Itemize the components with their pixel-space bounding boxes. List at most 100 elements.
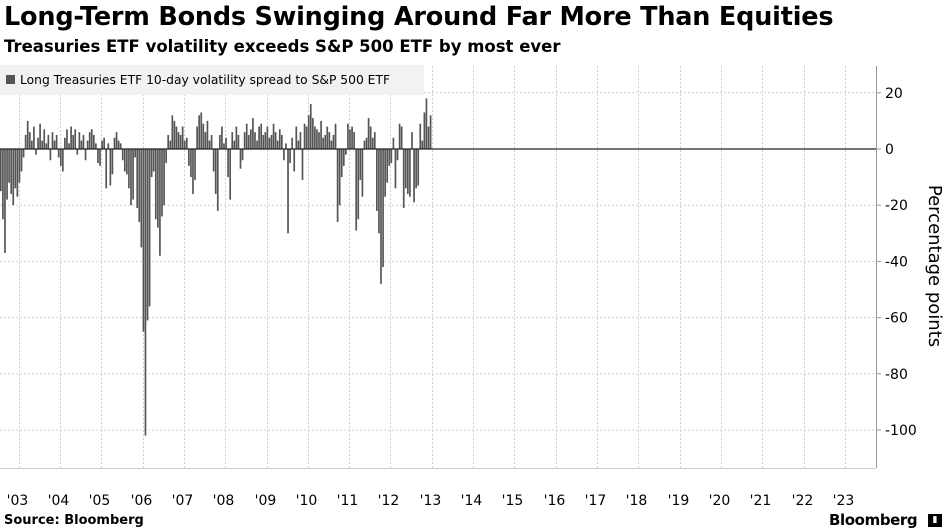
- x-tick-label: '04: [48, 493, 70, 509]
- bar: [311, 118, 314, 149]
- bar: [152, 149, 155, 172]
- bar: [159, 149, 161, 256]
- x-tick-label: '06: [131, 493, 153, 509]
- bar: [196, 126, 198, 149]
- bar: [287, 149, 289, 234]
- x-tick-label: '23: [833, 493, 855, 509]
- legend-background: [0, 65, 424, 95]
- bar: [64, 137, 66, 149]
- bar: [74, 129, 77, 149]
- bar: [214, 149, 217, 194]
- bar: [342, 149, 345, 166]
- bar: [338, 149, 341, 206]
- bar: [82, 134, 85, 149]
- bar: [18, 149, 21, 183]
- bar: [57, 149, 60, 158]
- bar: [415, 149, 417, 189]
- bar: [68, 143, 70, 149]
- bloomberg-terminal-icon: ▮: [928, 514, 942, 527]
- bar: [423, 112, 426, 149]
- bar: [208, 140, 211, 149]
- bar: [41, 140, 44, 149]
- bar: [340, 149, 343, 178]
- bar: [307, 115, 310, 149]
- bar: [314, 126, 316, 149]
- bar: [293, 149, 296, 172]
- bar: [109, 149, 112, 186]
- bar: [171, 115, 174, 149]
- bar: [169, 140, 172, 149]
- x-tick-label: '03: [7, 493, 29, 509]
- bar: [417, 149, 420, 186]
- bar: [363, 140, 366, 149]
- bar: [303, 123, 306, 149]
- bar: [239, 149, 242, 169]
- bar: [328, 132, 331, 149]
- bar: [121, 149, 124, 161]
- bar: [411, 132, 413, 149]
- x-tick-label: '10: [296, 493, 318, 509]
- bar: [140, 149, 143, 248]
- bar: [221, 126, 223, 149]
- bar: [219, 134, 221, 149]
- bar: [144, 149, 147, 436]
- bar: [113, 137, 116, 149]
- bar: [347, 123, 349, 149]
- bar: [336, 149, 339, 223]
- x-tick-label: '05: [89, 493, 111, 509]
- bar: [369, 126, 372, 149]
- bar: [421, 140, 424, 149]
- bar: [355, 149, 358, 231]
- bar: [373, 132, 376, 149]
- bar: [53, 140, 56, 149]
- bar: [28, 132, 31, 149]
- bar: [20, 149, 23, 172]
- bar: [243, 132, 246, 149]
- bar: [367, 118, 370, 149]
- bar: [409, 149, 411, 197]
- bar: [268, 137, 271, 149]
- bar: [39, 123, 41, 149]
- bar: [272, 123, 275, 149]
- bar: [49, 149, 52, 161]
- x-tick-label: '09: [255, 493, 277, 509]
- bar: [123, 149, 126, 172]
- bar: [33, 126, 35, 149]
- bar: [326, 126, 329, 149]
- bar: [386, 149, 389, 183]
- bar: [130, 149, 132, 206]
- bar: [210, 134, 213, 149]
- bar: [332, 134, 335, 149]
- bar: [334, 123, 337, 149]
- x-tick-label: '20: [709, 493, 731, 509]
- bar: [425, 98, 428, 149]
- bar: [283, 149, 285, 161]
- x-tick-label: '16: [544, 493, 566, 509]
- legend: Long Treasuries ETF 10-day volatility sp…: [0, 65, 424, 95]
- bar: [384, 149, 386, 197]
- bar: [225, 137, 227, 149]
- bar: [86, 140, 89, 149]
- x-tick-label: '22: [792, 493, 814, 509]
- bar: [396, 149, 399, 161]
- bar: [99, 149, 101, 166]
- bar: [299, 132, 302, 149]
- bar: [394, 149, 397, 189]
- bar: [175, 126, 178, 149]
- bar: [14, 149, 17, 189]
- bar: [252, 118, 254, 149]
- bar: [260, 123, 263, 149]
- bar: [88, 132, 91, 149]
- legend-swatch: [6, 75, 15, 84]
- bar: [30, 140, 33, 149]
- bar: [12, 149, 15, 206]
- bar: [198, 115, 201, 149]
- bar: [349, 129, 351, 149]
- bar: [2, 149, 4, 220]
- bar: [22, 149, 25, 158]
- bar: [136, 149, 139, 209]
- bar: [80, 140, 83, 149]
- bar: [361, 149, 364, 197]
- bar: [6, 149, 8, 200]
